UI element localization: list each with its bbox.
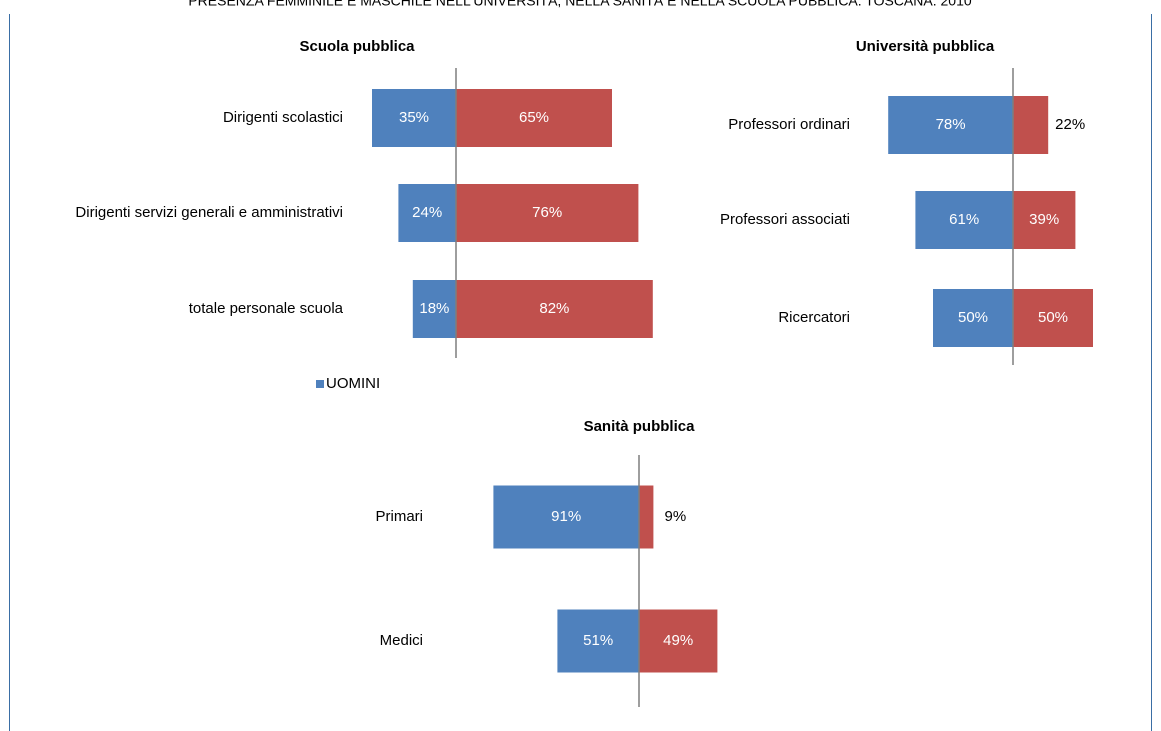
bar [888, 96, 1013, 154]
value-label: 51% [583, 632, 613, 649]
chart-title: Scuola pubblica [299, 38, 415, 55]
value-label: 39% [1029, 211, 1059, 228]
legend-label: UOMINI [326, 375, 380, 392]
bar [456, 280, 653, 338]
value-label: 18% [419, 300, 449, 317]
category-label: totale personale scuola [189, 300, 344, 317]
category-label: Professori ordinari [728, 116, 850, 133]
value-label: 35% [399, 109, 429, 126]
bar [398, 184, 456, 242]
category-label: Medici [380, 632, 423, 649]
chart-title: Sanità pubblica [584, 418, 696, 435]
bar [915, 191, 1013, 249]
value-label: 24% [412, 204, 442, 221]
value-label: 61% [949, 211, 979, 228]
value-label: 50% [958, 309, 988, 326]
bar [493, 485, 639, 549]
legend-swatch [316, 380, 324, 388]
chart-title: Università pubblica [856, 38, 995, 55]
category-label: Professori associati [720, 211, 850, 228]
value-label: 22% [1055, 116, 1085, 133]
bar [412, 280, 456, 338]
category-label: Primari [376, 508, 424, 525]
bar [456, 89, 612, 147]
category-label: Dirigenti scolastici [223, 109, 343, 126]
value-label: 65% [519, 109, 549, 126]
value-label: 50% [1038, 309, 1068, 326]
value-label: 91% [551, 508, 581, 525]
value-label: 9% [665, 508, 687, 525]
page-title: PRESENZA FEMMINILE E MASCHILE NELL'UNIVE… [188, 0, 972, 9]
value-label: 76% [532, 204, 562, 221]
bar [639, 609, 718, 673]
bar [456, 184, 639, 242]
bar [1013, 191, 1076, 249]
bar [639, 485, 654, 549]
bar [372, 89, 456, 147]
value-label: 82% [539, 300, 569, 317]
bar [933, 289, 1013, 347]
value-label: 78% [936, 116, 966, 133]
bar [1013, 289, 1093, 347]
bar [557, 609, 639, 673]
category-label: Dirigenti servizi generali e amministrat… [75, 204, 343, 221]
category-label: Ricercatori [778, 309, 850, 326]
bar [1013, 96, 1049, 154]
value-label: 49% [663, 632, 693, 649]
